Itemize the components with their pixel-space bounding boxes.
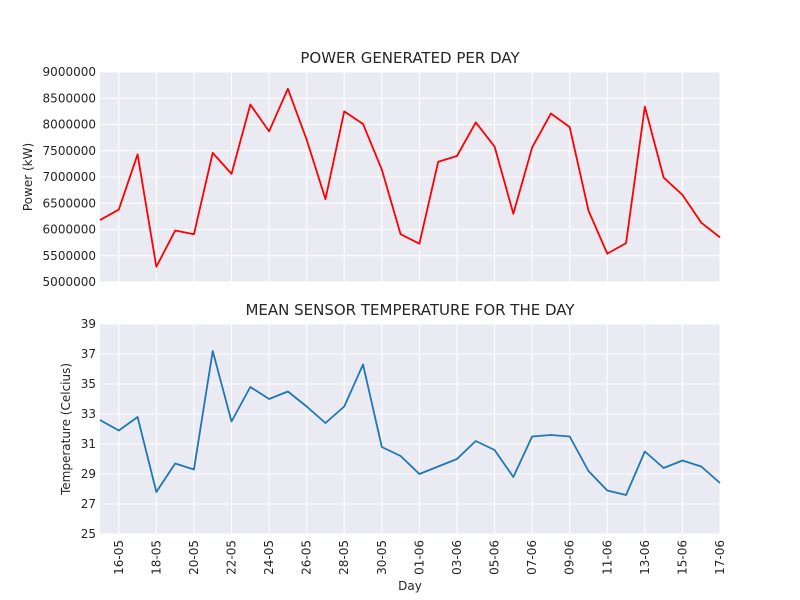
- x-tick-label: 18-05: [149, 540, 163, 575]
- x-tick-label: 15-06: [675, 540, 689, 575]
- y-tick-label: 7000000: [43, 170, 96, 184]
- y-tick-label: 39: [81, 317, 96, 331]
- y-axis-label: Temperature (Celcius): [59, 363, 73, 496]
- chart-title: MEAN SENSOR TEMPERATURE FOR THE DAY: [245, 301, 575, 319]
- x-tick-label: 22-05: [225, 540, 239, 575]
- y-tick-label: 8000000: [43, 118, 96, 132]
- x-tick-label: 16-05: [112, 540, 126, 575]
- x-tick-label: 17-06: [713, 540, 727, 575]
- y-tick-label: 33: [81, 407, 96, 421]
- x-tick-label: 07-06: [525, 540, 539, 575]
- y-tick-label: 35: [81, 377, 96, 391]
- y-tick-label: 29: [81, 467, 96, 481]
- x-tick-label: 05-06: [488, 540, 502, 575]
- y-tick-label: 5500000: [43, 249, 96, 263]
- y-tick-label: 25: [81, 527, 96, 541]
- chart-title: POWER GENERATED PER DAY: [300, 49, 520, 67]
- x-tick-label: 01-06: [412, 540, 426, 575]
- plot-area: [100, 324, 720, 534]
- x-tick-label: 30-05: [375, 540, 389, 575]
- y-tick-label: 6500000: [43, 196, 96, 210]
- y-tick-label: 6000000: [43, 223, 96, 237]
- y-tick-label: 9000000: [43, 65, 96, 79]
- y-axis-label: Power (kW): [21, 143, 35, 211]
- y-tick-label: 7500000: [43, 144, 96, 158]
- x-tick-label: 11-06: [600, 540, 614, 575]
- x-tick-label: 09-06: [563, 540, 577, 575]
- y-tick-label: 8500000: [43, 91, 96, 105]
- chart-panel-2: 25 27 29 31 33 35 37 39 MEAN SENSOR TEMPERATURE …: [59, 301, 727, 593]
- x-axis-label: Day: [398, 579, 422, 593]
- series-line: [99, 87, 721, 268]
- y-tick-label: 37: [81, 347, 96, 361]
- x-tick-label: 13-06: [638, 540, 652, 575]
- x-tick-label: 20-05: [187, 540, 201, 575]
- y-tick-label: 31: [81, 437, 96, 451]
- x-tick-label: 26-05: [300, 540, 314, 575]
- x-tick-label: 28-05: [337, 540, 351, 575]
- series-line: [99, 350, 721, 496]
- x-tick-label: 24-05: [262, 540, 276, 575]
- y-tick-label: 27: [81, 497, 96, 511]
- y-tick-label: 5000000: [43, 275, 96, 289]
- chart-panel-1: 5000000 5500000 6000000 6500000 7000000 75000…: [21, 49, 721, 289]
- x-tick-label: 03-06: [450, 540, 464, 575]
